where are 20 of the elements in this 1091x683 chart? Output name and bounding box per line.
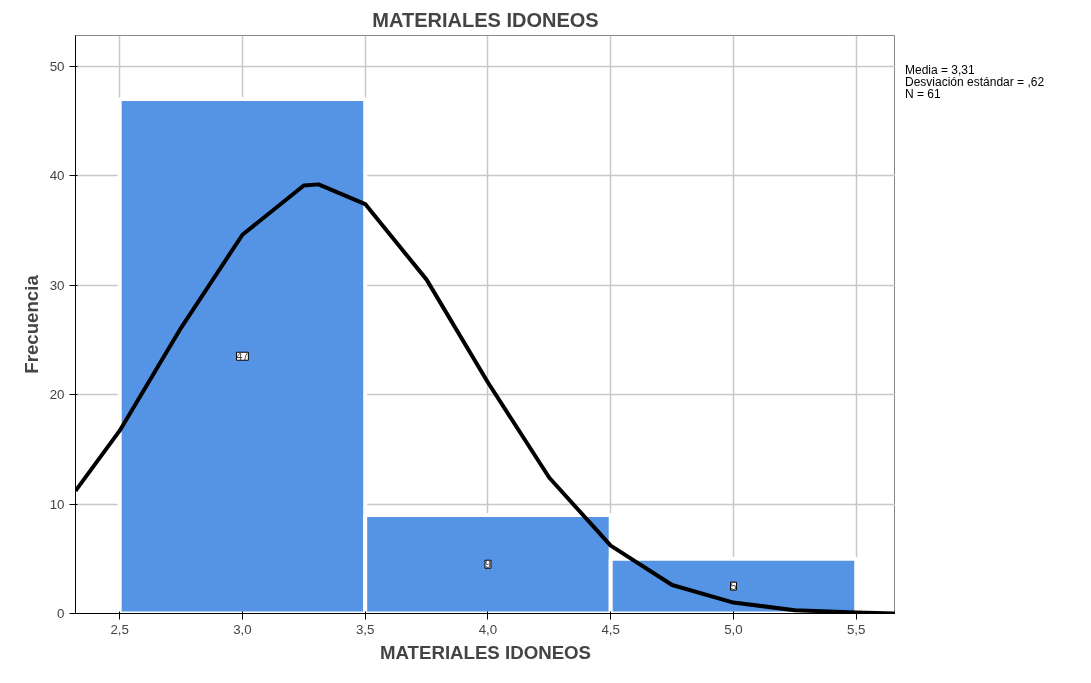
chart-title: MATERIALES IDONEOS (372, 8, 599, 31)
x-tick-label: 2,5 (110, 621, 129, 637)
x-tick-label: 5,0 (724, 621, 743, 637)
y-axis-title: Frecuencia (20, 274, 42, 374)
y-tick-label: 50 (49, 58, 65, 74)
y-tick-label: 40 (49, 168, 65, 184)
y-tick-label: 20 (49, 387, 65, 403)
y-tick-label: 0 (57, 606, 65, 621)
y-tick-label: 30 (49, 277, 65, 293)
x-tick-label: 3,0 (233, 621, 252, 637)
x-tick-label: 4,5 (601, 621, 620, 637)
x-tick-label: 3,5 (355, 621, 375, 637)
data-label: 5 (730, 580, 737, 593)
text: Media = 3,31 (905, 63, 975, 77)
x-tick-label: 5,5 (846, 621, 866, 637)
y-tick-label: 10 (49, 496, 65, 512)
text: Desviación estándar = ,62 (905, 75, 1045, 89)
x-tick-label: 4,0 (478, 621, 498, 637)
x-axis-title: MATERIALES IDONEOS (379, 641, 592, 663)
text: N = 61 (905, 87, 941, 101)
